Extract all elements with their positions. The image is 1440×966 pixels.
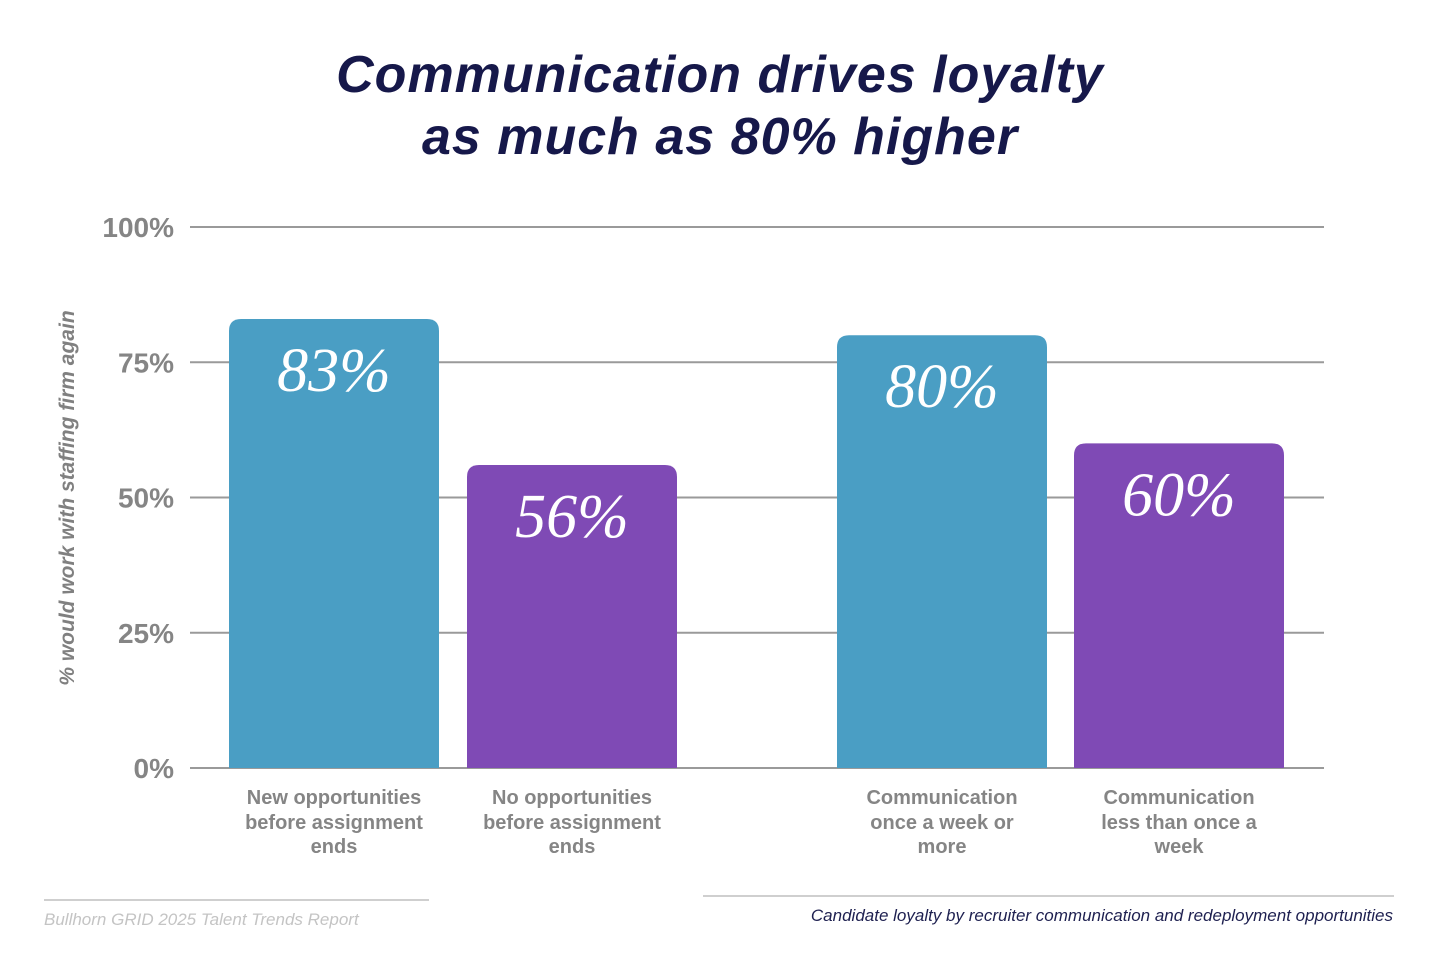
footer-divider <box>44 899 429 901</box>
caption-text: Candidate loyalty by recruiter communica… <box>810 906 1393 925</box>
category-label: Communication once a week or more <box>866 787 1018 858</box>
bar <box>467 465 677 768</box>
bar <box>229 318 439 768</box>
y-tick-label: 75% <box>118 347 174 378</box>
category-label: No opportunities before assignment ends <box>483 787 661 858</box>
y-tick-label: 50% <box>118 483 174 514</box>
data-label: 60% <box>1122 461 1236 529</box>
y-tick-label: 100% <box>102 212 174 243</box>
bar <box>1074 443 1284 768</box>
category-label: New opportunities before assignment ends <box>245 787 423 858</box>
data-label: 80% <box>885 353 999 421</box>
footer-divider <box>703 895 1394 897</box>
chart-title: Communication drives loyalty as much as … <box>336 46 1104 166</box>
data-label: 83% <box>277 337 391 405</box>
bar <box>837 335 1047 768</box>
category-label: Communication less than once a week <box>1101 787 1257 858</box>
source-text: Bullhorn GRID 2025 Talent Trends Report <box>44 910 359 929</box>
y-tick-label: 25% <box>118 618 174 649</box>
y-tick-label: 0% <box>134 753 175 784</box>
data-label: 56% <box>515 483 629 551</box>
